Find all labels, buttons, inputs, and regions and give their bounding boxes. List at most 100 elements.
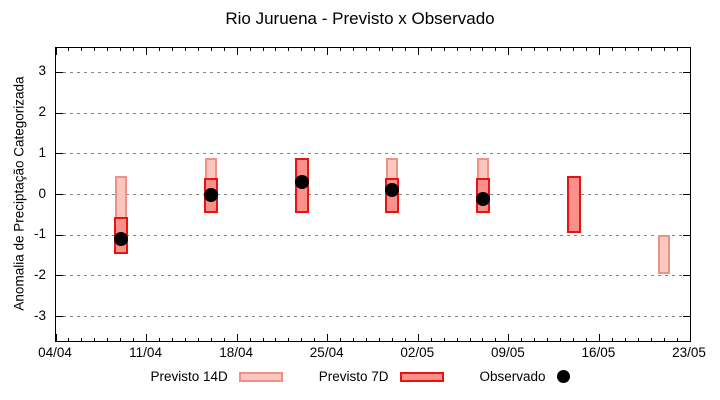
y-tick-left xyxy=(56,194,63,195)
x-minor-tick-top xyxy=(68,48,70,51)
x-minor-tick-top xyxy=(456,48,458,51)
x-minor-tick xyxy=(585,338,587,341)
y-tick-left xyxy=(56,112,63,114)
y-tick-left xyxy=(56,275,63,277)
x-minor-tick xyxy=(171,338,173,341)
x-tick-label: 16/05 xyxy=(581,345,616,360)
observado-dot xyxy=(385,183,400,198)
x-minor-tick-top xyxy=(495,48,497,51)
x-minor-tick xyxy=(521,338,523,341)
y-tick-left xyxy=(56,234,63,236)
x-minor-tick xyxy=(495,338,497,341)
x-minor-tick-top xyxy=(560,48,562,51)
x-minor-tick-top xyxy=(249,48,251,51)
legend-item: Previsto 14D xyxy=(150,369,283,384)
x-major-tick xyxy=(236,334,238,341)
x-minor-tick xyxy=(391,338,393,341)
x-minor-tick-top xyxy=(223,48,225,51)
x-minor-tick xyxy=(430,338,432,341)
gridline xyxy=(56,71,690,73)
x-minor-tick xyxy=(68,338,70,341)
chart-title: Rio Juruena - Previsto x Observado xyxy=(225,9,495,28)
x-minor-tick-top xyxy=(443,48,445,51)
bar-previsto-7d xyxy=(566,176,581,234)
x-major-tick-top xyxy=(236,48,238,55)
x-minor-tick-top xyxy=(81,48,83,51)
x-minor-tick-top xyxy=(171,48,173,51)
x-minor-tick-top xyxy=(469,48,471,51)
x-major-tick xyxy=(417,334,419,341)
gridline xyxy=(56,194,690,195)
x-major-tick-top xyxy=(689,48,691,55)
x-minor-tick-top xyxy=(482,48,484,51)
observado-dot xyxy=(204,187,219,202)
legend-item: Previsto 7D xyxy=(319,369,444,384)
x-minor-tick-top xyxy=(521,48,523,51)
x-minor-tick-top xyxy=(637,48,639,51)
x-major-tick-top xyxy=(417,48,419,55)
y-tick-right xyxy=(683,153,690,155)
x-major-tick-top xyxy=(327,48,329,55)
x-tick-label: 18/04 xyxy=(219,345,254,360)
y-tick-label: -2 xyxy=(33,266,46,282)
x-minor-tick-top xyxy=(650,48,652,51)
y-tick-label: 0 xyxy=(38,185,46,201)
y-tick-left xyxy=(56,71,63,73)
x-minor-tick xyxy=(366,338,368,341)
x-minor-tick-top xyxy=(391,48,393,51)
x-minor-tick xyxy=(159,338,160,341)
x-minor-tick xyxy=(275,338,277,341)
x-major-tick xyxy=(327,334,329,341)
y-tick-right xyxy=(683,275,690,277)
x-major-tick-top xyxy=(598,48,600,55)
x-minor-tick xyxy=(353,338,355,341)
x-minor-tick-top xyxy=(366,48,368,51)
x-minor-tick xyxy=(340,338,342,341)
x-minor-tick xyxy=(469,338,471,341)
x-minor-tick xyxy=(676,338,678,341)
x-minor-tick-top xyxy=(611,48,613,51)
x-minor-tick-top xyxy=(210,48,212,51)
x-minor-tick-top xyxy=(547,48,549,51)
y-tick-right xyxy=(683,71,690,73)
x-minor-tick-top xyxy=(404,48,406,51)
legend-item: Observado xyxy=(480,369,570,384)
y-tick-label: -1 xyxy=(33,226,46,242)
x-minor-tick xyxy=(456,338,458,341)
gridline xyxy=(56,112,690,114)
x-major-tick-top xyxy=(146,48,148,55)
gridline xyxy=(56,275,690,277)
x-minor-tick-top xyxy=(94,48,96,51)
x-major-tick xyxy=(689,334,691,341)
legend-label: Previsto 7D xyxy=(318,369,389,384)
x-minor-tick xyxy=(573,338,575,341)
x-minor-tick xyxy=(650,338,652,341)
x-minor-tick xyxy=(443,338,445,341)
y-tick-left xyxy=(56,153,63,155)
x-major-tick xyxy=(508,334,510,341)
y-tick-label: 1 xyxy=(38,144,46,160)
x-minor-tick-top xyxy=(534,48,536,51)
x-minor-tick xyxy=(482,338,484,341)
y-tick-right xyxy=(683,316,690,318)
bar-previsto-14d xyxy=(658,235,671,274)
x-tick-label: 23/05 xyxy=(672,345,706,360)
x-minor-tick xyxy=(547,338,549,341)
x-minor-tick xyxy=(624,338,626,341)
x-minor-tick xyxy=(301,338,303,341)
legend: Previsto 14D Previsto 7D Observado xyxy=(0,369,720,384)
x-major-tick xyxy=(55,334,57,341)
legend-label: Previsto 14D xyxy=(150,369,228,384)
x-minor-tick xyxy=(223,338,225,341)
x-minor-tick-top xyxy=(353,48,355,51)
x-minor-tick-top xyxy=(288,48,290,51)
x-minor-tick xyxy=(94,338,96,341)
x-minor-tick xyxy=(637,338,639,341)
x-minor-tick xyxy=(560,338,562,341)
legend-swatch-observado xyxy=(556,370,570,383)
y-tick-label: 3 xyxy=(38,63,46,79)
legend-label: Observado xyxy=(479,369,546,384)
x-minor-tick-top xyxy=(340,48,342,51)
y-tick-label: 2 xyxy=(38,104,46,120)
